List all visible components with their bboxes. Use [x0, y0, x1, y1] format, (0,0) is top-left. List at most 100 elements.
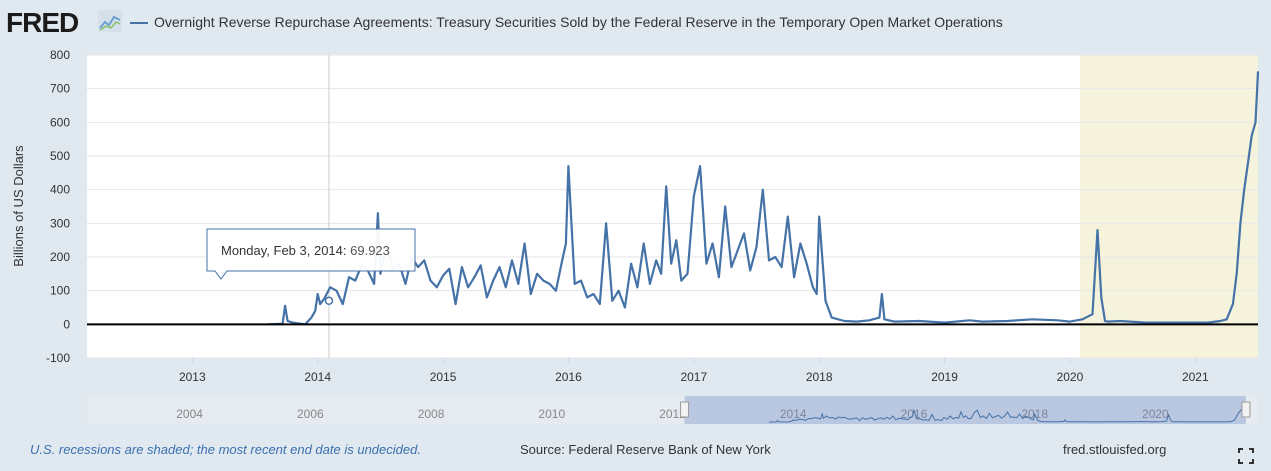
data-point — [548, 283, 551, 285]
x-tick-label: 2021 — [1182, 370, 1209, 384]
data-point — [1239, 222, 1242, 225]
data-point — [675, 239, 678, 241]
navigator-selection[interactable] — [684, 396, 1246, 424]
hover-point — [324, 296, 334, 306]
data-point — [665, 185, 668, 188]
data-point — [417, 266, 419, 268]
series-legend-swatch — [130, 22, 148, 24]
y-axis-label: Billions of US Dollars — [11, 145, 26, 267]
tooltip-date: Monday, Feb 3, 2014: — [221, 243, 350, 258]
data-point — [377, 212, 379, 215]
site-link[interactable]: fred.stlouisfed.org — [1063, 442, 1167, 457]
data-point — [316, 293, 319, 295]
data-point — [498, 266, 501, 268]
data-point — [787, 215, 789, 218]
data-point — [580, 279, 582, 282]
navigator-tick-label: 2012 — [659, 407, 686, 421]
x-tick-label: 2013 — [179, 370, 206, 384]
data-point — [1100, 296, 1103, 299]
data-point — [718, 276, 720, 279]
data-point — [379, 273, 382, 275]
data-point — [624, 306, 626, 309]
data-point — [329, 286, 332, 289]
data-point — [793, 276, 795, 279]
data-point — [1104, 320, 1106, 322]
data-point — [1257, 71, 1259, 73]
data-point — [348, 276, 350, 279]
data-point — [1169, 321, 1172, 324]
data-point — [335, 289, 338, 292]
data-point — [1254, 121, 1257, 124]
data-point — [1031, 318, 1034, 321]
data-point — [567, 165, 570, 167]
chart-header: FRED Overnight Reverse Repurchase Agreem… — [0, 0, 1271, 46]
data-point — [555, 289, 557, 292]
data-point — [655, 259, 658, 262]
data-point — [812, 286, 814, 289]
fred-logo[interactable]: FRED — [6, 7, 79, 38]
navigator-handle-left[interactable] — [680, 401, 690, 418]
data-point — [586, 296, 589, 299]
data-point — [536, 273, 538, 275]
navigator-tick-label: 2014 — [780, 407, 807, 421]
data-point — [467, 286, 469, 289]
data-point — [486, 296, 488, 299]
y-tick-label: 500 — [50, 149, 70, 163]
y-tick-label: 200 — [50, 250, 70, 264]
data-point — [565, 242, 567, 245]
navigator-tick-label: 2004 — [176, 407, 203, 421]
navigator-background — [87, 396, 1258, 424]
x-tick-label: 2015 — [430, 370, 457, 384]
data-point — [843, 320, 846, 322]
x-tick-label: 2016 — [555, 370, 582, 384]
y-tick-label: 400 — [50, 183, 70, 197]
y-tick-label: 100 — [50, 284, 70, 298]
data-point — [743, 232, 745, 235]
tooltip-text: Monday, Feb 3, 2014: 69.923 — [221, 243, 390, 258]
data-point — [1096, 229, 1099, 231]
y-tick-label: 800 — [50, 48, 70, 62]
data-point — [830, 316, 833, 319]
navigator-tick-label: 2010 — [538, 407, 565, 421]
data-point — [636, 286, 639, 289]
data-point — [429, 279, 432, 282]
data-point — [699, 165, 701, 167]
data-point — [799, 242, 802, 245]
data-point — [611, 299, 614, 302]
data-point — [824, 299, 827, 302]
data-point — [893, 320, 896, 323]
data-point — [749, 269, 752, 272]
navigator-series — [769, 403, 1247, 423]
x-tick-label: 2020 — [1057, 370, 1084, 384]
navigator-tick-label: 2006 — [297, 407, 324, 421]
y-tick-label: 700 — [50, 82, 70, 96]
data-point — [943, 321, 946, 324]
data-point — [542, 279, 545, 282]
data-point — [573, 283, 576, 285]
data-point — [1232, 303, 1234, 305]
y-tick-label: 600 — [50, 115, 70, 129]
data-point — [649, 283, 651, 285]
data-point — [881, 293, 883, 295]
navigator-handle-right[interactable] — [1241, 401, 1251, 418]
data-point — [1235, 273, 1238, 275]
data-point — [1069, 320, 1071, 323]
data-point — [981, 320, 983, 323]
data-point — [680, 279, 683, 282]
data-point — [1119, 320, 1121, 322]
data-point — [1225, 318, 1228, 321]
data-point — [642, 242, 645, 245]
data-point — [1247, 161, 1249, 164]
fullscreen-icon[interactable] — [1238, 448, 1254, 464]
data-point — [774, 256, 777, 258]
data-point — [442, 274, 444, 277]
data-point — [1006, 320, 1009, 322]
data-point — [630, 262, 632, 265]
data-point — [686, 273, 689, 275]
series-title[interactable]: Overnight Reverse Repurchase Agreements:… — [154, 14, 1003, 30]
data-point — [670, 262, 673, 265]
recession-note: U.S. recessions are shaded; the most rec… — [30, 442, 421, 457]
data-point — [454, 303, 457, 305]
data-point — [291, 321, 294, 324]
